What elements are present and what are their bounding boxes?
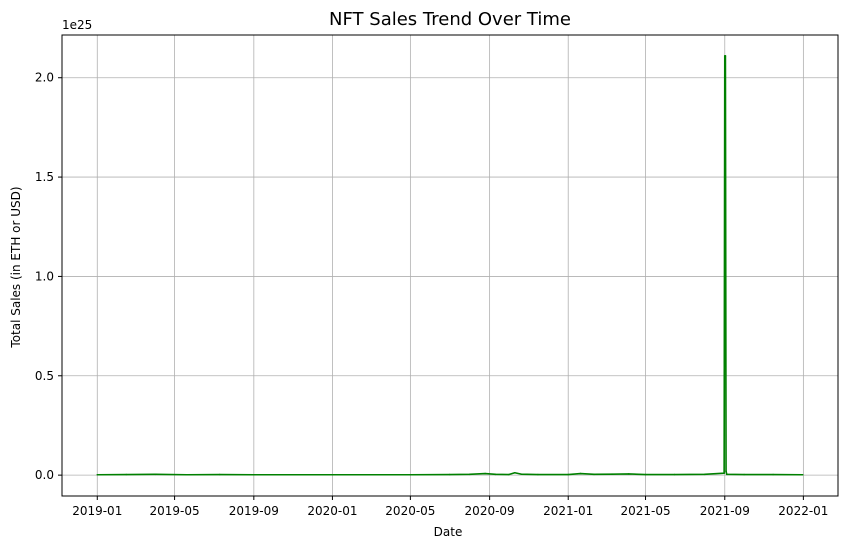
sales-data-point [218,473,221,476]
sales-data-point [520,473,522,475]
sales-data-point [494,473,497,476]
sales-data-point [644,473,647,476]
x-tick-label: 2020-05 [385,504,435,518]
x-tick-label: 2021-09 [700,504,750,518]
x-tick-label: 2021-05 [620,504,670,518]
sales-data-point [331,473,334,476]
sales-data-point [801,473,804,476]
sales-data-point [567,473,570,476]
y-tick-label: 0.5 [35,369,54,383]
sales-data-point [370,473,372,476]
sales-data-point [468,473,471,476]
y-tick-label: 2.0 [35,71,54,85]
x-tick-label: 2019-09 [229,504,279,518]
sales-data-point [723,472,725,474]
sales-data-point [579,472,582,475]
sales-data-point [253,473,255,476]
x-tick-label: 2019-01 [72,504,122,518]
grid-lines [62,35,838,496]
y-axis-label: Total Sales (in ETH or USD) [9,186,23,348]
sales-data-point [484,472,486,475]
sales-series-line [97,55,803,476]
y-axis-ticks: 0.0 0.5 1.0 1.5 2.0 [35,71,62,482]
sales-data-point [725,473,728,476]
sales-data-point [537,473,539,476]
x-tick-label: 2022-01 [778,504,828,518]
y-offset-text: 1e25 [62,18,92,32]
sales-data-point [724,55,727,57]
sales-data-point [772,473,774,476]
series-lines [96,55,804,476]
sales-data-point [611,473,613,475]
y-tick-label: 1.0 [35,269,54,283]
sales-data-point [704,473,706,476]
x-axis-ticks: 2019-01 2019-05 2019-09 2020-01 2020-05 2020-… [72,496,828,518]
x-tick-label: 2020-09 [465,504,515,518]
sales-data-point [743,473,745,476]
sales-data-point [96,473,99,476]
sales-data-point [725,470,727,472]
sales-data-point [125,473,128,476]
x-axis-label: Date [434,525,463,539]
sales-data-point [673,473,676,476]
x-tick-label: 2021-01 [543,504,593,518]
sales-data-point [448,473,451,476]
plot-frame [61,34,839,497]
x-tick-label: 2019-05 [150,504,200,518]
sales-data-point [627,473,630,475]
sales-data-point [186,473,188,476]
sales-data-point [292,473,294,476]
sales-data-point [154,473,157,476]
y-tick-label: 1.5 [35,170,54,184]
y-tick-label: 0.0 [35,468,54,482]
sales-data-point [593,473,595,476]
x-tick-label: 2020-01 [307,504,357,518]
sales-data-point [508,473,510,476]
sales-data-point [409,473,412,476]
chart-title: NFT Sales Trend Over Time [329,9,571,30]
sales-data-point [513,471,516,474]
